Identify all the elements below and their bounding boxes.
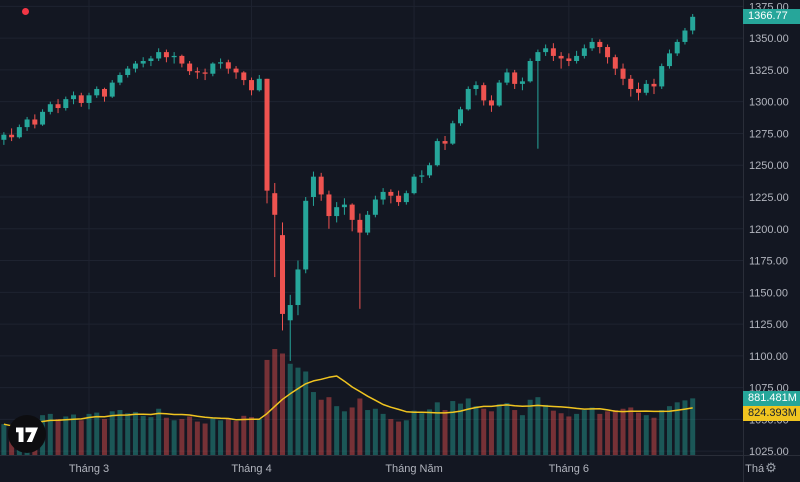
svg-text:1025.00: 1025.00 (749, 446, 789, 458)
volume-ma-line (3, 375, 693, 427)
svg-text:1275.00: 1275.00 (749, 128, 789, 140)
svg-text:1325.00: 1325.00 (749, 65, 789, 77)
svg-text:1250.00: 1250.00 (749, 160, 789, 172)
svg-text:Tháng Năm: Tháng Năm (385, 463, 442, 475)
svg-text:Tháng 6: Tháng 6 (549, 463, 589, 475)
last-price-badge: 1366.77 (743, 9, 800, 24)
svg-text:1300.00: 1300.00 (749, 97, 789, 109)
svg-text:1350.00: 1350.00 (749, 33, 789, 45)
svg-text:1125.00: 1125.00 (749, 319, 788, 331)
svg-text:1200.00: 1200.00 (749, 224, 789, 236)
svg-text:Thá: Thá (745, 463, 765, 475)
svg-text:1175.00: 1175.00 (749, 256, 788, 268)
svg-text:1100.00: 1100.00 (749, 351, 788, 363)
volume-ma-badge: 824.393M (743, 406, 800, 421)
svg-text:Tháng 4: Tháng 4 (231, 463, 271, 475)
svg-text:1225.00: 1225.00 (749, 192, 789, 204)
price-axis[interactable]: 1375.001350.001325.001300.001275.001250.… (749, 1, 789, 458)
settings-gear-icon[interactable]: ⚙ (765, 460, 777, 475)
svg-text:1150.00: 1150.00 (749, 287, 788, 299)
status-dot-icon (22, 8, 29, 15)
volume-badge: 881.481M (743, 391, 800, 406)
tradingview-logo-icon (8, 415, 46, 453)
time-axis[interactable]: Tháng 3 Tháng 4 Tháng Năm Tháng 6 Thá (69, 463, 765, 475)
grid-layer (0, 0, 743, 455)
svg-text:Tháng 3: Tháng 3 (69, 463, 109, 475)
candles-layer (1, 13, 696, 361)
tradingview-logo[interactable] (8, 415, 46, 453)
